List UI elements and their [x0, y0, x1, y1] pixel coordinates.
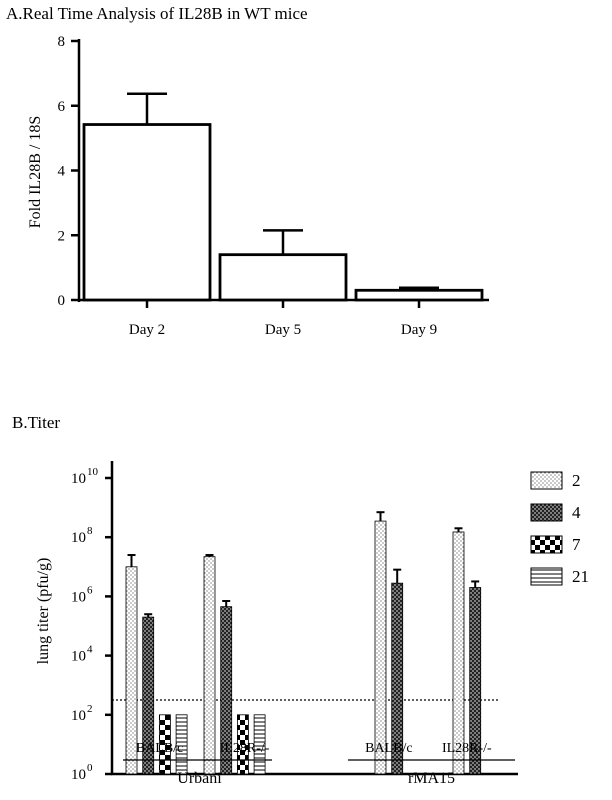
chart-b-bar-day-2 — [374, 520, 387, 775]
chart-a-bar — [218, 253, 348, 302]
chart-a-ytick-label: 0 — [58, 293, 66, 309]
chart-b-strain-label: BALB/c — [365, 741, 412, 756]
chart-a-bar — [354, 288, 484, 302]
chart-b-ytick-exponent: 2 — [87, 703, 93, 715]
legend-swatch-day-7 — [530, 535, 563, 554]
legend-swatch-day-4 — [530, 503, 563, 522]
chart-b-bar-day-2 — [452, 531, 465, 775]
chart-b-ytick-base: 10 — [71, 589, 86, 605]
chart-b-ytick-label: 10 — [71, 767, 86, 783]
chart-b-group-label: Urbani — [177, 770, 222, 787]
legend-swatch-day-21 — [530, 567, 563, 586]
chart-a-xtick-label: Day 2 — [129, 322, 165, 338]
chart-b-bar-day-21 — [253, 714, 266, 775]
chart-b-ytick-base: 10 — [71, 708, 86, 724]
legend-label: 2 — [572, 471, 581, 490]
legend-label: 4 — [572, 503, 581, 522]
chart-a-ytick-label: 6 — [58, 99, 66, 115]
chart-b-strain-label: BALB/c — [136, 741, 183, 756]
chart-b: B.Titer lung titer (pfu/g) 10 010 210 410 61… — [12, 413, 589, 787]
chart-a-xtick-label: Day 9 — [401, 322, 437, 338]
chart-a: A.Real Time Analysis of IL28B in WT mice… — [6, 4, 489, 338]
chart-b-ytick-base: 10 — [71, 471, 86, 487]
chart-b-bar-day-21 — [175, 714, 188, 775]
legend-label: 7 — [572, 535, 581, 554]
chart-b-ytick-label: 10 — [71, 589, 86, 605]
chart-b-group-label: rMA15 — [408, 770, 455, 787]
chart-b-ytick-base: 10 — [71, 767, 86, 783]
chart-b-ytick-label: 10 — [71, 530, 86, 546]
chart-a-bar — [82, 123, 212, 302]
chart-b-strain-label: IL28R-/- — [220, 741, 270, 756]
chart-b-ytick-label: 10 — [71, 649, 86, 665]
chart-a-ytick-label: 4 — [58, 164, 66, 180]
legend-label: 21 — [572, 567, 589, 586]
chart-b-strain-label: IL28R-/- — [442, 741, 492, 756]
chart-b-ytick-base: 10 — [71, 649, 86, 665]
chart-b-ytick-base: 10 — [71, 530, 86, 546]
chart-a-xtick-label: Day 5 — [265, 322, 301, 338]
chart-a-ytick-label: 8 — [58, 34, 66, 50]
chart-b-ytick-exponent: 6 — [87, 584, 93, 596]
chart-b-ytick-exponent: 0 — [87, 762, 93, 774]
chart-b-ytick-label: 10 — [71, 708, 86, 724]
chart-b-ytick-exponent: 10 — [87, 466, 99, 478]
legend-swatch-day-2 — [530, 471, 563, 490]
legend: 2 4 7 21 — [530, 471, 589, 586]
chart-b-ylabel: lung titer (pfu/g) — [35, 558, 52, 665]
chart-a-ylabel: Fold IL28B / 18S — [27, 116, 44, 228]
chart-a-ytick-label: 2 — [58, 228, 66, 244]
chart-b-bar-day-7 — [158, 714, 171, 775]
chart-a-title: A.Real Time Analysis of IL28B in WT mice — [6, 4, 308, 23]
chart-b-ytick-exponent: 8 — [87, 525, 93, 537]
chart-b-title: B.Titer — [12, 413, 60, 432]
chart-b-ytick-exponent: 4 — [87, 644, 93, 656]
chart-b-ytick-label: 10 — [71, 471, 86, 487]
chart-b-bar-day-7 — [236, 714, 249, 775]
chart-b-bar-day-2 — [203, 556, 216, 775]
